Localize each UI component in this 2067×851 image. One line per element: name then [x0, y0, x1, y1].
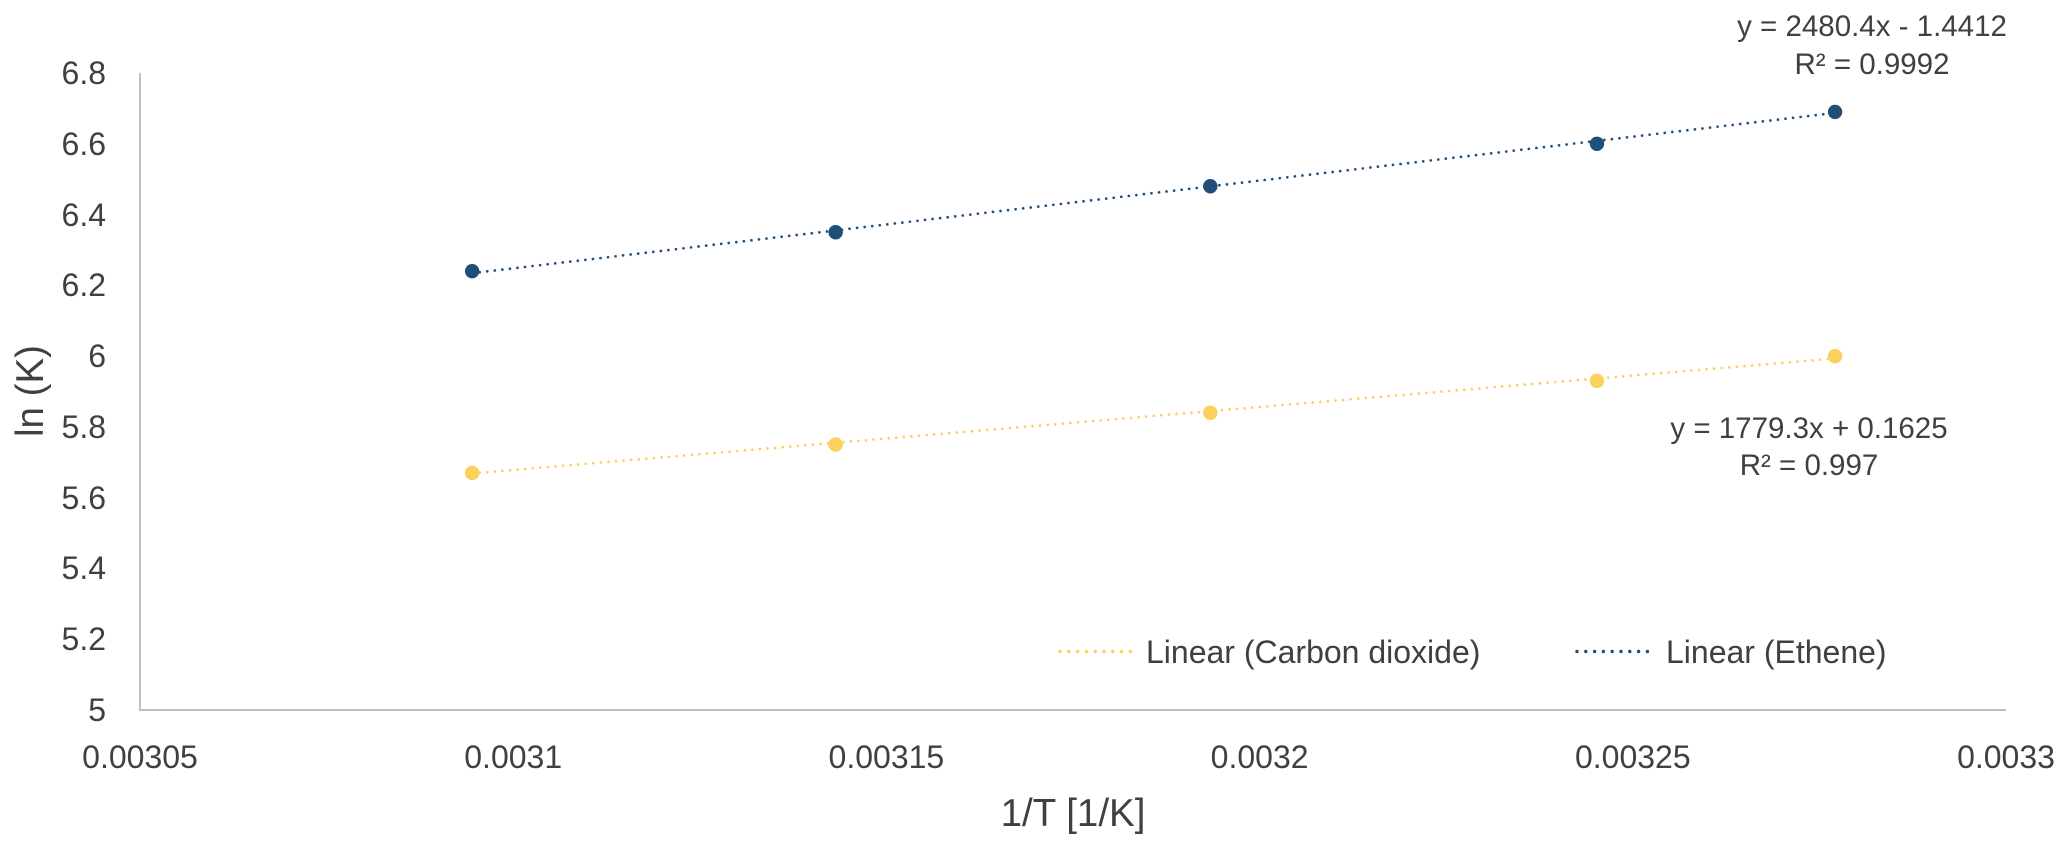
y-tick-label: 6.2	[61, 267, 106, 304]
point-ethene-0	[464, 263, 480, 279]
y-tick-label: 5.6	[61, 479, 106, 516]
legend-label-carbon-dioxide: Linear (Carbon dioxide)	[1146, 634, 1481, 670]
point-carbon-dioxide-2	[1203, 405, 1218, 420]
trendline-equation-carbon-dioxide: y = 1779.3x + 0.1625	[1670, 412, 1948, 445]
trendline-label-carbon-dioxide: y = 1779.3x + 0.1625 R² = 0.997	[1670, 410, 1947, 484]
point-carbon-dioxide-1	[828, 437, 843, 452]
point-ethene-3	[1589, 136, 1605, 151]
trendline-r-squared-carbon-dioxide: R² = 0.997	[1739, 449, 1879, 482]
x-axis-title: 1/T [1/K]	[1000, 792, 1146, 835]
y-tick-label: 6.4	[61, 196, 106, 233]
y-tick-label: 5.4	[61, 550, 106, 587]
y-tick-label: 6.8	[61, 55, 106, 91]
y-tick-label: 6.6	[61, 125, 106, 162]
y-tick-label: 6	[88, 338, 106, 375]
y-tick-label: 5	[88, 692, 106, 728]
x-tick-label: 0.0033	[1957, 739, 2055, 775]
trendline-ethene	[470, 111, 1837, 275]
trendline-equation-ethene: y = 2480.4x - 1.4412	[1737, 10, 2007, 43]
y-tick-label: 5.2	[61, 621, 106, 658]
x-tick-label: 0.0032	[1210, 739, 1309, 775]
x-tick-label: 0.0031	[464, 739, 563, 775]
point-ethene-1	[828, 225, 843, 240]
x-tick-label: 0.00325	[1574, 739, 1691, 775]
y-axis-title: ln (K)	[9, 345, 52, 437]
trendline-label-ethene: y = 2480.4x - 1.4412 R² = 0.9992	[1737, 8, 2007, 84]
trendline-carbon-dioxide	[470, 357, 1837, 475]
point-carbon-dioxide-4	[1827, 348, 1843, 364]
x-tick-label: 0.00305	[82, 739, 198, 775]
point-ethene-2	[1203, 179, 1218, 194]
legend-label-ethene: Linear (Ethene)	[1666, 634, 1887, 670]
x-tick-label: 0.00315	[828, 739, 945, 775]
point-carbon-dioxide-3	[1589, 373, 1605, 389]
y-tick-label: 5.8	[61, 408, 106, 445]
trendline-r-squared-ethene: R² = 0.9992	[1794, 48, 1950, 81]
point-carbon-dioxide-0	[464, 465, 480, 481]
point-ethene-4	[1827, 104, 1843, 120]
